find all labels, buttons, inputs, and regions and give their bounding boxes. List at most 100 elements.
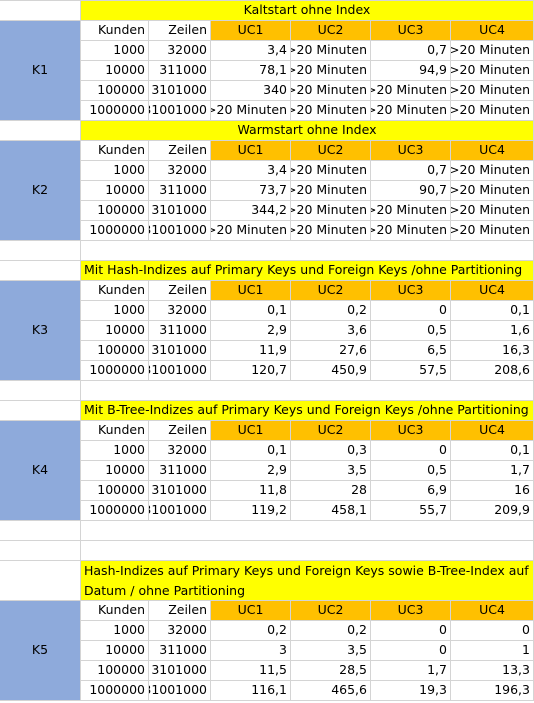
cell-uc3[interactable]: >20 Minuten [371, 81, 451, 101]
column-header-uc4[interactable]: UC4 [451, 21, 534, 41]
cell-zeilen[interactable]: 32000 [149, 161, 211, 181]
cell-uc3[interactable]: 6,5 [371, 341, 451, 361]
cell-uc3[interactable]: 57,5 [371, 361, 451, 381]
cell-uc2[interactable]: 0,3 [291, 441, 371, 461]
column-header-uc2[interactable]: UC2 [291, 281, 371, 301]
cell-uc2[interactable]: 3,6 [291, 321, 371, 341]
column-header-kunden[interactable]: Kunden [81, 21, 149, 41]
column-header-uc4[interactable]: UC4 [451, 141, 534, 161]
section-label[interactable]: K5 [0, 601, 81, 701]
cell-uc1[interactable]: 120,7 [211, 361, 291, 381]
cell-uc3[interactable]: 0,5 [371, 321, 451, 341]
cell-zeilen[interactable]: 3101000 [149, 661, 211, 681]
section-title[interactable]: Warmstart ohne Index [81, 121, 534, 141]
cell-kunden[interactable]: 1000 [81, 441, 149, 461]
cell-zeilen[interactable]: 3101000 [149, 341, 211, 361]
cell-uc3[interactable]: 0 [371, 621, 451, 641]
blank-row[interactable] [81, 241, 534, 261]
column-header-uc2[interactable]: UC2 [291, 601, 371, 621]
cell-uc2[interactable]: 458,1 [291, 501, 371, 521]
column-header-uc1[interactable]: UC1 [211, 421, 291, 441]
cell-uc1[interactable]: 11,9 [211, 341, 291, 361]
cell-uc1[interactable]: 2,9 [211, 461, 291, 481]
cell-uc1[interactable]: 116,1 [211, 681, 291, 701]
column-header-uc1[interactable]: UC1 [211, 141, 291, 161]
section-title[interactable]: Kaltstart ohne Index [81, 1, 534, 21]
cell-uc1[interactable]: >20 Minuten [211, 101, 291, 121]
cell-uc3[interactable]: 94,9 [371, 61, 451, 81]
cell-zeilen[interactable]: 32000 [149, 41, 211, 61]
cell-zeilen[interactable]: 32000 [149, 441, 211, 461]
cell-uc2[interactable]: 465,6 [291, 681, 371, 701]
cell-uc1[interactable]: 0,1 [211, 441, 291, 461]
cell-uc3[interactable]: 0 [371, 441, 451, 461]
section-label[interactable]: K3 [0, 281, 81, 381]
cell-uc4[interactable]: >20 Minuten [451, 221, 534, 241]
column-header-zeilen[interactable]: Zeilen [149, 281, 211, 301]
cell-uc4[interactable]: >20 Minuten [451, 81, 534, 101]
cell-uc4[interactable]: 1,7 [451, 461, 534, 481]
cell-uc4[interactable]: >20 Minuten [451, 101, 534, 121]
cell-uc2[interactable]: >20 Minuten [291, 201, 371, 221]
cell-kunden[interactable]: 1000 [81, 161, 149, 181]
column-header-uc1[interactable]: UC1 [211, 601, 291, 621]
column-header-uc4[interactable]: UC4 [451, 601, 534, 621]
cell-uc2[interactable]: 0,2 [291, 301, 371, 321]
cell-uc4[interactable]: >20 Minuten [451, 61, 534, 81]
section-title[interactable]: Hash-Indizes auf Primary Keys und Foreig… [81, 561, 534, 601]
cell-uc1[interactable]: 3,4 [211, 161, 291, 181]
column-header-kunden[interactable]: Kunden [81, 141, 149, 161]
cell-uc1[interactable]: 2,9 [211, 321, 291, 341]
cell-zeilen[interactable]: 32000 [149, 301, 211, 321]
column-header-kunden[interactable]: Kunden [81, 601, 149, 621]
cell-uc3[interactable]: >20 Minuten [371, 201, 451, 221]
cell-uc4[interactable]: 0,1 [451, 301, 534, 321]
cell-uc1[interactable]: 0,2 [211, 621, 291, 641]
column-header-uc1[interactable]: UC1 [211, 21, 291, 41]
cell-uc1[interactable]: 73,7 [211, 181, 291, 201]
cell-uc4[interactable]: >20 Minuten [451, 201, 534, 221]
column-header-zeilen[interactable]: Zeilen [149, 141, 211, 161]
cell-kunden[interactable]: 1000 [81, 621, 149, 641]
cell-uc2[interactable]: 0,2 [291, 621, 371, 641]
column-header-uc3[interactable]: UC3 [371, 281, 451, 301]
section-label[interactable]: K4 [0, 421, 81, 521]
cell-uc2[interactable]: 450,9 [291, 361, 371, 381]
cell-uc4[interactable]: 16 [451, 481, 534, 501]
cell-kunden[interactable]: 100000 [81, 661, 149, 681]
cell-uc1[interactable]: 3,4 [211, 41, 291, 61]
blank-row[interactable] [81, 521, 534, 541]
blank-cell[interactable] [0, 521, 81, 541]
cell-uc4[interactable]: 196,3 [451, 681, 534, 701]
column-header-uc3[interactable]: UC3 [371, 21, 451, 41]
cell-uc2[interactable]: >20 Minuten [291, 221, 371, 241]
cell-uc3[interactable]: 1,7 [371, 661, 451, 681]
cell-zeilen[interactable]: 311000 [149, 641, 211, 661]
column-header-uc2[interactable]: UC2 [291, 141, 371, 161]
column-header-uc2[interactable]: UC2 [291, 21, 371, 41]
section-title[interactable]: Mit B-Tree-Indizes auf Primary Keys und … [81, 401, 534, 421]
column-header-uc2[interactable]: UC2 [291, 421, 371, 441]
cell-uc1[interactable]: 0,1 [211, 301, 291, 321]
cell-kunden[interactable]: 1000 [81, 41, 149, 61]
cell-uc4[interactable]: 1 [451, 641, 534, 661]
cell-uc3[interactable]: >20 Minuten [371, 221, 451, 241]
cell-zeilen[interactable]: 311000 [149, 461, 211, 481]
column-header-kunden[interactable]: Kunden [81, 281, 149, 301]
cell-uc1[interactable]: 344,2 [211, 201, 291, 221]
cell-kunden[interactable]: 10000 [81, 641, 149, 661]
section-title-left-blank[interactable] [0, 561, 81, 601]
cell-kunden[interactable]: 1000000 [81, 221, 149, 241]
cell-kunden[interactable]: 100000 [81, 341, 149, 361]
cell-uc3[interactable]: 0,5 [371, 461, 451, 481]
blank-row[interactable] [81, 381, 534, 401]
cell-kunden[interactable]: 10000 [81, 61, 149, 81]
cell-uc3[interactable]: 0 [371, 641, 451, 661]
cell-kunden[interactable]: 10000 [81, 321, 149, 341]
cell-uc2[interactable]: >20 Minuten [291, 81, 371, 101]
cell-uc3[interactable]: 55,7 [371, 501, 451, 521]
column-header-kunden[interactable]: Kunden [81, 421, 149, 441]
cell-uc2[interactable]: >20 Minuten [291, 181, 371, 201]
cell-uc3[interactable]: 0,7 [371, 41, 451, 61]
cell-uc1[interactable]: >20 Minuten [211, 221, 291, 241]
